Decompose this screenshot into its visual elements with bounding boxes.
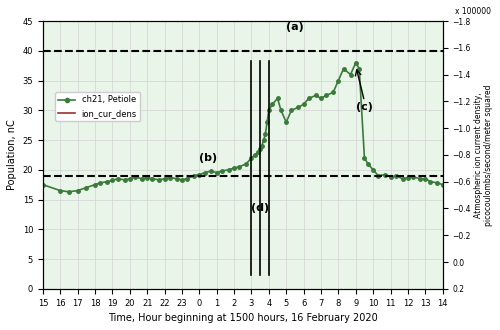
ch21, Petiole — [392, 174, 398, 178]
ch21, Petiole — [440, 183, 446, 187]
Y-axis label: Atmospheric ion current density,
picocoulombs/second/meter squared: Atmospheric ion current density, picocou… — [474, 84, 493, 226]
ch21, Petiole — [40, 183, 46, 187]
Text: x 100000: x 100000 — [454, 7, 490, 16]
ch21, Petiole — [162, 177, 168, 181]
Text: (c): (c) — [356, 102, 373, 112]
ch21, Petiole — [410, 175, 416, 179]
ch21, Petiole — [382, 173, 388, 177]
Text: (b): (b) — [199, 153, 217, 163]
Text: (a): (a) — [286, 22, 304, 32]
X-axis label: Time, Hour beginning at 1500 hours, 16 February 2020: Time, Hour beginning at 1500 hours, 16 F… — [108, 313, 378, 323]
Text: (d): (d) — [251, 203, 269, 214]
ch21, Petiole — [66, 190, 72, 194]
ch21, Petiole — [260, 138, 266, 142]
Y-axis label: Population, nC: Population, nC — [7, 119, 17, 190]
Legend: ch21, Petiole, ion_cur_dens: ch21, Petiole, ion_cur_dens — [55, 92, 140, 121]
ch21, Petiole — [208, 169, 214, 173]
Line: ch21, Petiole: ch21, Petiole — [41, 61, 444, 193]
ch21, Petiole — [352, 61, 358, 65]
